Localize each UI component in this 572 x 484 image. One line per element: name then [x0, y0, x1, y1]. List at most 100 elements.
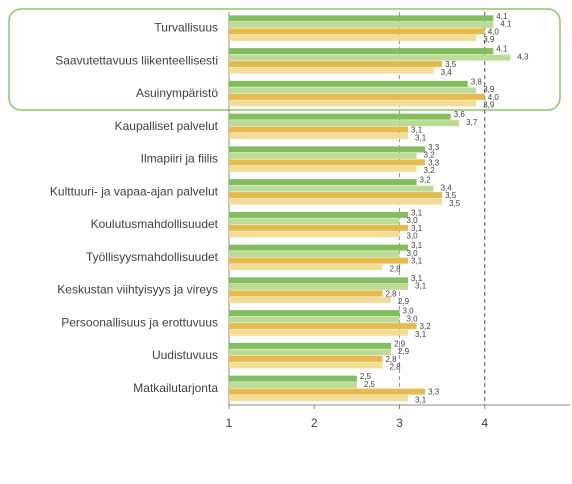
category-label: Kulttuuri- ja vapaa-ajan palvelut — [50, 184, 219, 198]
x-tick-label: 1 — [226, 416, 233, 430]
category-label: Kaupalliset palvelut — [115, 119, 219, 133]
bar — [229, 388, 426, 395]
value-label: 3,1 — [411, 208, 423, 217]
bar — [229, 395, 409, 402]
bar — [229, 218, 400, 225]
value-label: 3,5 — [445, 60, 457, 69]
bar — [229, 93, 485, 100]
category-label: Keskustan viihtyisyys ja vireys — [57, 283, 218, 297]
bar — [229, 146, 426, 153]
value-label: 3,0 — [407, 249, 419, 258]
bar — [229, 15, 494, 22]
bar — [229, 244, 409, 251]
value-label: 3,1 — [411, 257, 423, 266]
bar — [229, 251, 400, 258]
bar — [229, 382, 357, 389]
value-label: 4,3 — [517, 52, 529, 61]
bar — [229, 54, 511, 61]
bar — [229, 28, 485, 35]
value-label: 3,2 — [420, 176, 432, 185]
bar — [229, 290, 383, 297]
bar — [229, 48, 494, 55]
bar — [229, 21, 494, 28]
value-label: 4,0 — [488, 27, 500, 36]
value-label: 2,9 — [398, 347, 410, 356]
bar — [229, 120, 460, 127]
bar — [229, 185, 434, 192]
x-tick-label: 3 — [396, 416, 403, 430]
value-label: 3,0 — [407, 314, 419, 323]
value-label: 3,4 — [441, 68, 453, 77]
bar — [229, 34, 477, 41]
highlight-box — [8, 8, 561, 111]
bar — [229, 113, 451, 120]
bar — [229, 61, 443, 68]
value-label: 4,1 — [496, 45, 508, 54]
category-label: Matkailutarjonta — [133, 381, 218, 395]
bar — [229, 192, 443, 199]
value-label: 3,1 — [411, 224, 423, 233]
value-label: 3,1 — [415, 395, 427, 404]
value-label: 3,5 — [445, 191, 457, 200]
value-label: 4,1 — [496, 12, 508, 21]
bar — [229, 152, 417, 159]
bar — [229, 100, 477, 107]
bar — [229, 296, 391, 303]
value-label: 4,0 — [488, 93, 500, 102]
bar — [229, 362, 383, 369]
bar — [229, 264, 383, 271]
value-label: 2,5 — [360, 372, 372, 381]
value-label: 3,1 — [411, 126, 423, 135]
bar — [229, 375, 357, 382]
category-label: Koulutusmahdollisuudet — [91, 217, 219, 231]
bar — [229, 316, 400, 323]
bar — [229, 355, 383, 362]
bar — [229, 342, 391, 349]
value-label: 3,0 — [403, 307, 415, 316]
value-label: 3,9 — [483, 101, 495, 110]
category-label: Asuinympäristö — [136, 86, 218, 100]
value-label: 3,3 — [428, 388, 440, 397]
value-label: 3,2 — [420, 322, 432, 331]
x-tick-label: 4 — [481, 416, 488, 430]
value-label: 2,8 — [385, 355, 397, 364]
value-label: 2,8 — [389, 363, 401, 372]
value-label: 2,5 — [364, 380, 376, 389]
value-label: 3,1 — [415, 133, 427, 142]
bar — [229, 165, 417, 172]
value-label: 3,0 — [407, 232, 419, 241]
category-label: Saavutettavuus liikenteellisesti — [55, 53, 218, 67]
value-label: 3,1 — [415, 282, 427, 291]
bar — [229, 126, 409, 133]
value-label: 2,9 — [394, 339, 406, 348]
value-label: 3,1 — [415, 330, 427, 339]
value-label: 3,8 — [471, 77, 483, 86]
value-label: 3,7 — [466, 118, 478, 127]
bar — [229, 179, 417, 186]
value-label: 3,3 — [428, 158, 440, 167]
bar — [229, 133, 409, 140]
value-label: 3,9 — [483, 35, 495, 44]
bar — [229, 231, 400, 238]
bar — [229, 80, 468, 87]
bar — [229, 277, 409, 284]
bar — [229, 87, 477, 94]
value-label: 3,5 — [449, 199, 461, 208]
value-label: 3,3 — [428, 143, 440, 152]
bar — [229, 349, 391, 356]
category-label: Ilmapiiri ja fiilis — [141, 152, 218, 166]
category-label: Turvallisuus — [154, 21, 218, 35]
category-label: Persoonallisuus ja erottuvuus — [61, 315, 218, 329]
bar — [229, 224, 409, 231]
bar — [229, 257, 409, 264]
value-label: 2,8 — [389, 264, 401, 273]
value-label: 3,0 — [407, 216, 419, 225]
value-label: 3,9 — [483, 85, 495, 94]
value-label: 3,1 — [411, 274, 423, 283]
value-label: 3,6 — [454, 110, 466, 119]
bar — [229, 329, 409, 336]
value-label: 3,2 — [424, 151, 436, 160]
value-label: 3,2 — [424, 166, 436, 175]
bar — [229, 198, 443, 205]
